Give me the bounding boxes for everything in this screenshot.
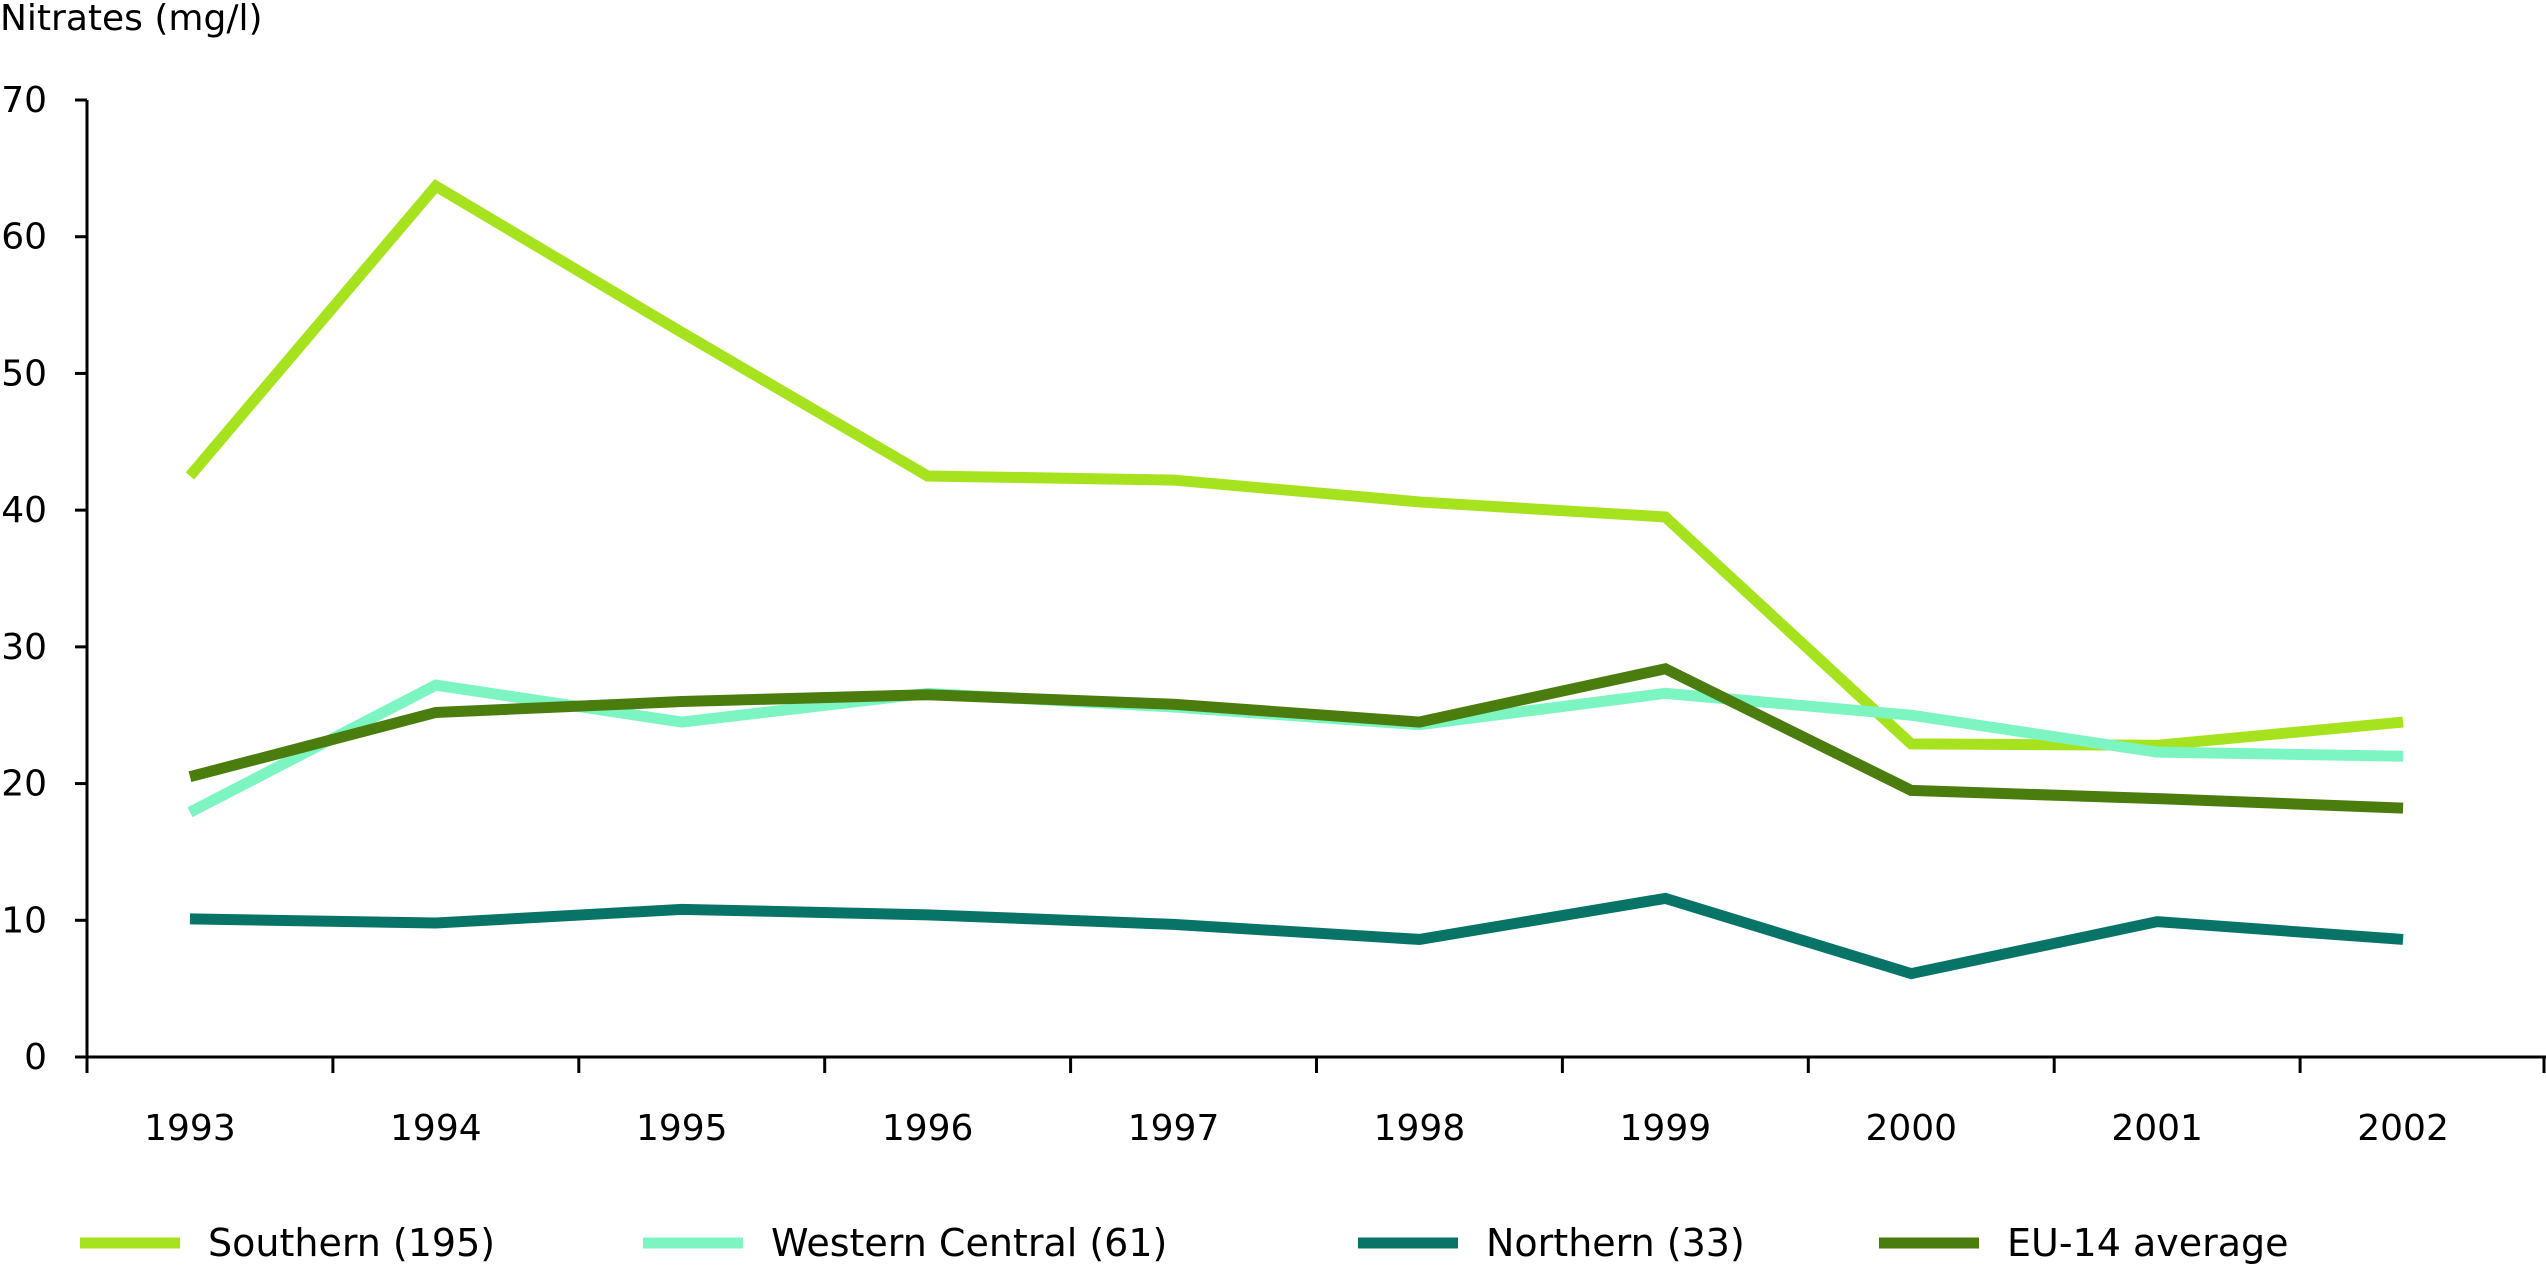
y-axis-title: Nitrates (mg/l) (0, 0, 263, 39)
legend-label-4: EU-14 average (2007, 1221, 2289, 1265)
y-tick-label: 20 (1, 764, 47, 805)
legend: Southern (195) Western Central (61) Northe… (80, 1221, 2289, 1265)
legend-label-1: Southern (195) (208, 1221, 495, 1265)
series-line-3 (189, 892, 2404, 980)
x-tick-label: 1994 (390, 1108, 482, 1149)
y-axis: 0 10 20 30 40 50 60 70 (1, 80, 89, 1078)
x-tick-label: 1995 (636, 1108, 728, 1149)
x-tick-label: 1996 (882, 1108, 974, 1149)
x-tick-label: 1999 (1620, 1108, 1712, 1149)
y-tick-label: 10 (1, 900, 47, 941)
y-tick-label: 30 (1, 627, 47, 668)
legend-label-3: Northern (33) (1486, 1221, 1745, 1265)
x-tick-label: 2001 (2111, 1108, 2203, 1149)
series-lines (185, 179, 2404, 980)
x-axis: 1993 1994 1995 1996 1997 1998 1999 2000 2001 2002 (85, 1055, 2546, 1149)
x-tick-label: 2002 (2357, 1108, 2449, 1149)
y-tick-label: 40 (1, 490, 47, 531)
series-line-4 (188, 662, 2404, 814)
x-tick-label: 1997 (1128, 1108, 1220, 1149)
x-tick-label: 2000 (1865, 1108, 1957, 1149)
y-tick-label: 60 (1, 217, 47, 258)
y-tick-label: 50 (1, 353, 47, 394)
y-tick-label: 0 (24, 1037, 47, 1078)
x-tick-label: 1998 (1374, 1108, 1466, 1149)
x-tick-label: 1993 (144, 1108, 236, 1149)
legend-label-2: Western Central (61) (771, 1221, 1167, 1265)
y-tick-label: 70 (1, 80, 47, 121)
series-line-1 (185, 179, 2404, 751)
